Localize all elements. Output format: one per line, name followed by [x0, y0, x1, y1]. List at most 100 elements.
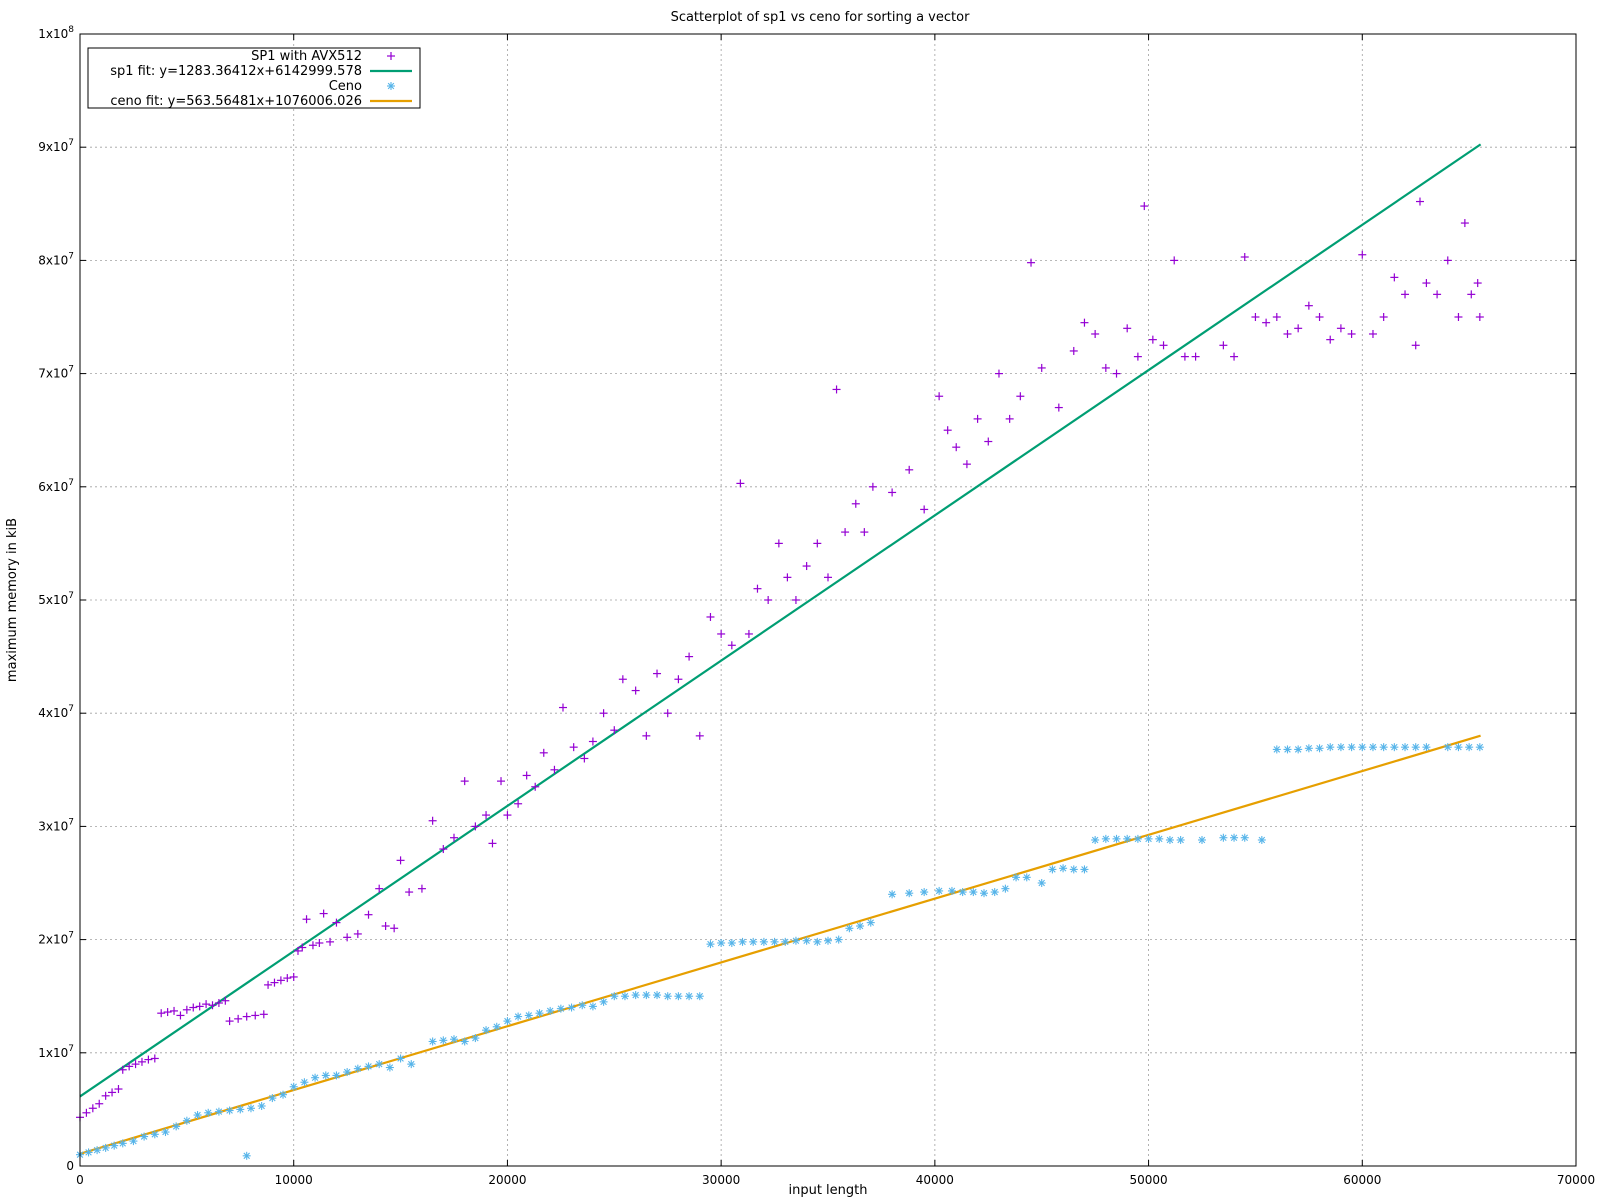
data-point [1379, 313, 1388, 321]
data-point [460, 777, 469, 786]
data-point [1012, 873, 1021, 882]
data-point [1326, 743, 1335, 752]
data-point [225, 1017, 234, 1026]
data-point [727, 938, 736, 947]
data-point [390, 924, 399, 933]
data-point [450, 1035, 458, 1044]
data-point [332, 1071, 341, 1080]
data-point [236, 1105, 245, 1114]
data-point [1379, 743, 1388, 752]
data-point [321, 1071, 330, 1080]
data-point [279, 1090, 288, 1099]
data-point [503, 811, 512, 820]
legend-marker-sample [387, 82, 395, 90]
data-point [1294, 324, 1303, 333]
x-tick-label: 60000 [1343, 1173, 1381, 1187]
data-point [492, 1022, 501, 1031]
x-tick-label: 0 [76, 1173, 84, 1187]
data-point [471, 822, 480, 831]
data-point [958, 888, 967, 897]
data-point [1390, 273, 1399, 282]
data-point [460, 1037, 469, 1046]
data-point [717, 938, 726, 947]
data-point [417, 884, 426, 893]
data-point [270, 978, 279, 987]
data-point [569, 743, 578, 752]
data-point [539, 748, 548, 757]
data-point [1465, 743, 1474, 752]
data-point [1401, 743, 1410, 752]
y-tick-label: 1x108 [38, 25, 74, 41]
data-point [375, 884, 384, 893]
data-point [326, 937, 335, 946]
data-point [990, 888, 999, 897]
data-point [860, 528, 869, 537]
data-point [1240, 833, 1249, 842]
data-point [140, 1132, 149, 1141]
data-point [131, 1060, 140, 1069]
data-point [161, 1128, 170, 1137]
data-point [157, 1009, 166, 1018]
data-point [1358, 250, 1367, 259]
data-point [1422, 279, 1431, 288]
data-point [866, 918, 875, 927]
data-point [497, 777, 506, 786]
data-point [546, 1006, 555, 1015]
data-point [118, 1065, 127, 1074]
data-point [1191, 352, 1200, 361]
data-point [1091, 835, 1100, 844]
data-point [935, 886, 944, 895]
data-point [588, 1002, 597, 1011]
data-point [531, 782, 540, 791]
data-point [1368, 743, 1377, 752]
data-point [163, 1008, 172, 1017]
data-point [1433, 290, 1442, 299]
data-point [1112, 834, 1121, 843]
data-point [257, 1102, 266, 1111]
data-point [1155, 834, 1164, 843]
grid-lines [80, 34, 1576, 1166]
data-point [385, 1063, 394, 1072]
data-point [1069, 865, 1078, 874]
data-point [588, 737, 597, 746]
data-point [558, 703, 567, 712]
data-point [353, 929, 362, 938]
data-point [439, 845, 448, 854]
data-point [1315, 744, 1324, 753]
data-point [952, 443, 961, 452]
data-point [471, 1034, 480, 1043]
data-point [289, 972, 298, 981]
data-point [88, 1104, 97, 1113]
data-point [1144, 834, 1153, 843]
data-point [783, 573, 792, 582]
data-point [1101, 363, 1110, 372]
legend-marker-sample [387, 52, 395, 60]
data-point [973, 414, 982, 423]
data-point [298, 943, 307, 952]
data-point [943, 426, 952, 435]
data-point [824, 573, 832, 582]
data-point [984, 437, 993, 446]
data-point [841, 528, 850, 537]
data-point [653, 669, 662, 678]
data-point [319, 909, 328, 918]
data-point [450, 833, 458, 842]
data-point [1294, 745, 1303, 754]
data-point [969, 888, 978, 897]
data-point [580, 754, 589, 763]
data-point [631, 686, 640, 695]
data-point [302, 915, 311, 924]
data-point [488, 839, 497, 848]
x-tick-label: 50000 [1129, 1173, 1167, 1187]
data-point [770, 937, 779, 946]
data-point [905, 465, 914, 474]
data-point [503, 1017, 512, 1026]
data-point [364, 910, 373, 919]
y-tick-label: 6x107 [38, 478, 74, 494]
data-point [832, 385, 841, 394]
data-point [1454, 743, 1463, 752]
data-point [868, 482, 877, 491]
data-point [695, 731, 704, 740]
